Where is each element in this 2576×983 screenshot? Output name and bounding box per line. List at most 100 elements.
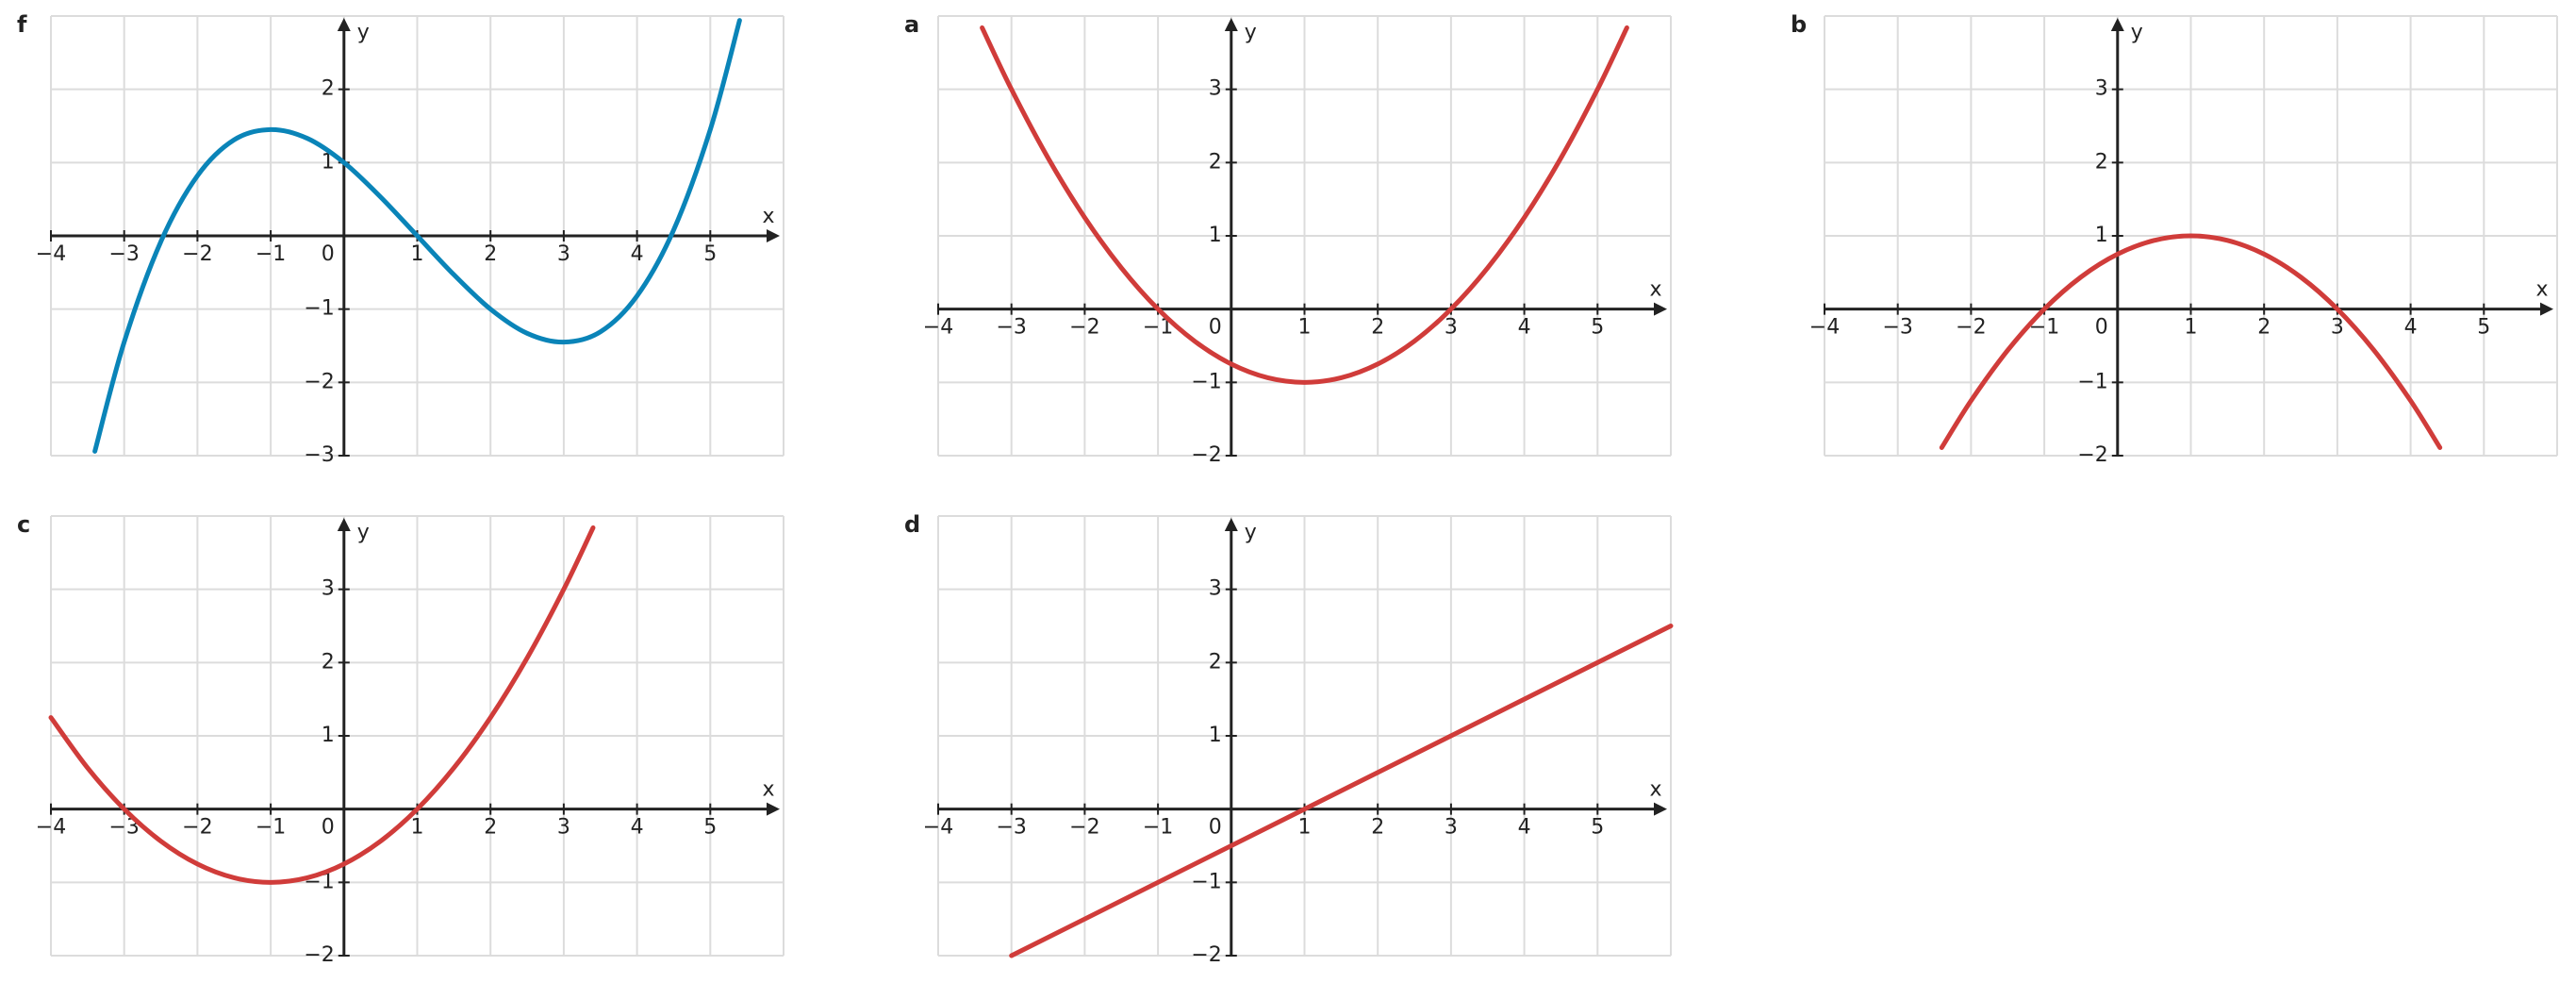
y-tick-label: 3 (1209, 577, 1222, 601)
x-tick-label: 0 (1209, 816, 1222, 840)
y-axis-label: y (357, 521, 370, 544)
x-tick-label: 0 (322, 816, 335, 840)
x-axis-arrow (2540, 302, 2553, 316)
x-tick-label: 4 (2404, 316, 2418, 340)
x-tick-label: 4 (631, 242, 644, 266)
y-tick-label: 3 (2095, 77, 2108, 101)
panel-label: a (904, 11, 919, 38)
y-tick-label: −2 (1191, 943, 1221, 967)
x-axis-label: x (762, 778, 774, 802)
y-tick-label: −2 (1191, 443, 1221, 467)
y-tick-label: −1 (1191, 370, 1221, 393)
y-axis-arrow (2110, 18, 2124, 31)
curve (980, 25, 1629, 385)
x-tick-label: 1 (1298, 816, 1312, 840)
x-tick-label: −4 (36, 816, 66, 840)
y-axis-arrow (337, 18, 351, 31)
y-tick-label: −1 (1191, 870, 1221, 893)
x-axis-label: x (1649, 778, 1661, 802)
y-tick-label: −3 (304, 443, 334, 467)
y-axis-label: y (2131, 21, 2143, 44)
x-tick-label: 5 (703, 242, 717, 266)
x-tick-label: 4 (1518, 816, 1531, 840)
curve (1009, 624, 1674, 958)
x-tick-label: −2 (182, 242, 212, 266)
x-tick-label: 1 (2185, 316, 2198, 340)
x-tick-label: −1 (256, 816, 286, 840)
x-tick-label: −4 (923, 316, 953, 340)
x-tick-label: −4 (1809, 316, 1840, 340)
x-tick-label: −3 (996, 816, 1026, 840)
y-axis-arrow (1224, 518, 1238, 531)
curve (1939, 233, 2443, 450)
y-axis-label: y (357, 21, 370, 44)
x-tick-label: 4 (631, 816, 644, 840)
y-tick-label: 1 (322, 724, 335, 747)
y-tick-label: 2 (322, 77, 335, 101)
panel-label: c (17, 511, 30, 538)
x-tick-label: 3 (1445, 816, 1458, 840)
curve (92, 18, 742, 454)
x-tick-label: −3 (1882, 316, 1912, 340)
x-axis-arrow (767, 229, 780, 242)
x-axis-label: x (2535, 278, 2548, 302)
x-tick-label: 2 (1371, 316, 1384, 340)
x-tick-label: 0 (1209, 316, 1222, 340)
x-tick-label: 3 (557, 242, 570, 266)
x-tick-label: −4 (36, 242, 66, 266)
y-axis-arrow (337, 518, 351, 531)
y-axis-label: y (1245, 521, 1257, 544)
x-axis-label: x (762, 205, 774, 228)
x-tick-label: −2 (182, 816, 212, 840)
x-tick-label: −2 (1956, 316, 1986, 340)
x-axis-arrow (1654, 802, 1667, 816)
curve (48, 525, 596, 885)
x-tick-label: 5 (703, 816, 717, 840)
x-tick-label: 1 (411, 242, 424, 266)
x-tick-label: 2 (1371, 816, 1384, 840)
x-tick-label: −1 (1143, 816, 1173, 840)
y-tick-label: −1 (2077, 370, 2107, 393)
x-tick-label: −2 (1069, 816, 1099, 840)
x-tick-label: −4 (923, 816, 953, 840)
panel-label: d (904, 511, 920, 538)
x-tick-label: −3 (996, 316, 1026, 340)
x-tick-label: 3 (2331, 316, 2344, 340)
y-tick-label: 2 (1209, 150, 1222, 174)
y-tick-label: 2 (322, 650, 335, 674)
y-tick-label: 1 (2095, 224, 2108, 247)
x-tick-label: −3 (108, 242, 139, 266)
panel-label: b (1791, 11, 1807, 38)
x-tick-label: 0 (322, 242, 335, 266)
x-tick-label: 2 (2257, 316, 2271, 340)
y-tick-label: 3 (1209, 77, 1222, 101)
y-axis-label: y (1245, 21, 1257, 44)
x-tick-label: 5 (1591, 316, 1604, 340)
x-tick-label: 3 (1445, 316, 1458, 340)
x-tick-label: 2 (484, 242, 497, 266)
y-tick-label: −1 (304, 297, 334, 321)
x-tick-label: 3 (557, 816, 570, 840)
x-tick-label: −2 (1069, 316, 1099, 340)
x-tick-label: 5 (2477, 316, 2490, 340)
x-tick-label: 2 (484, 816, 497, 840)
y-tick-label: −2 (304, 370, 334, 393)
y-tick-label: 2 (2095, 150, 2108, 174)
x-tick-label: −1 (256, 242, 286, 266)
y-tick-label: 1 (1209, 724, 1222, 747)
y-tick-label: 1 (322, 150, 335, 174)
x-tick-label: 5 (1591, 816, 1604, 840)
y-tick-label: 3 (322, 577, 335, 601)
x-tick-label: 1 (1298, 316, 1312, 340)
x-axis-arrow (1654, 302, 1667, 316)
y-tick-label: −2 (304, 943, 334, 967)
y-tick-label: 1 (1209, 224, 1222, 247)
y-tick-label: −2 (2077, 443, 2107, 467)
y-axis-arrow (1224, 18, 1238, 31)
panel-label: f (17, 11, 27, 38)
x-tick-label: 4 (1518, 316, 1531, 340)
x-tick-label: 1 (411, 816, 424, 840)
x-tick-label: 0 (2095, 316, 2108, 340)
